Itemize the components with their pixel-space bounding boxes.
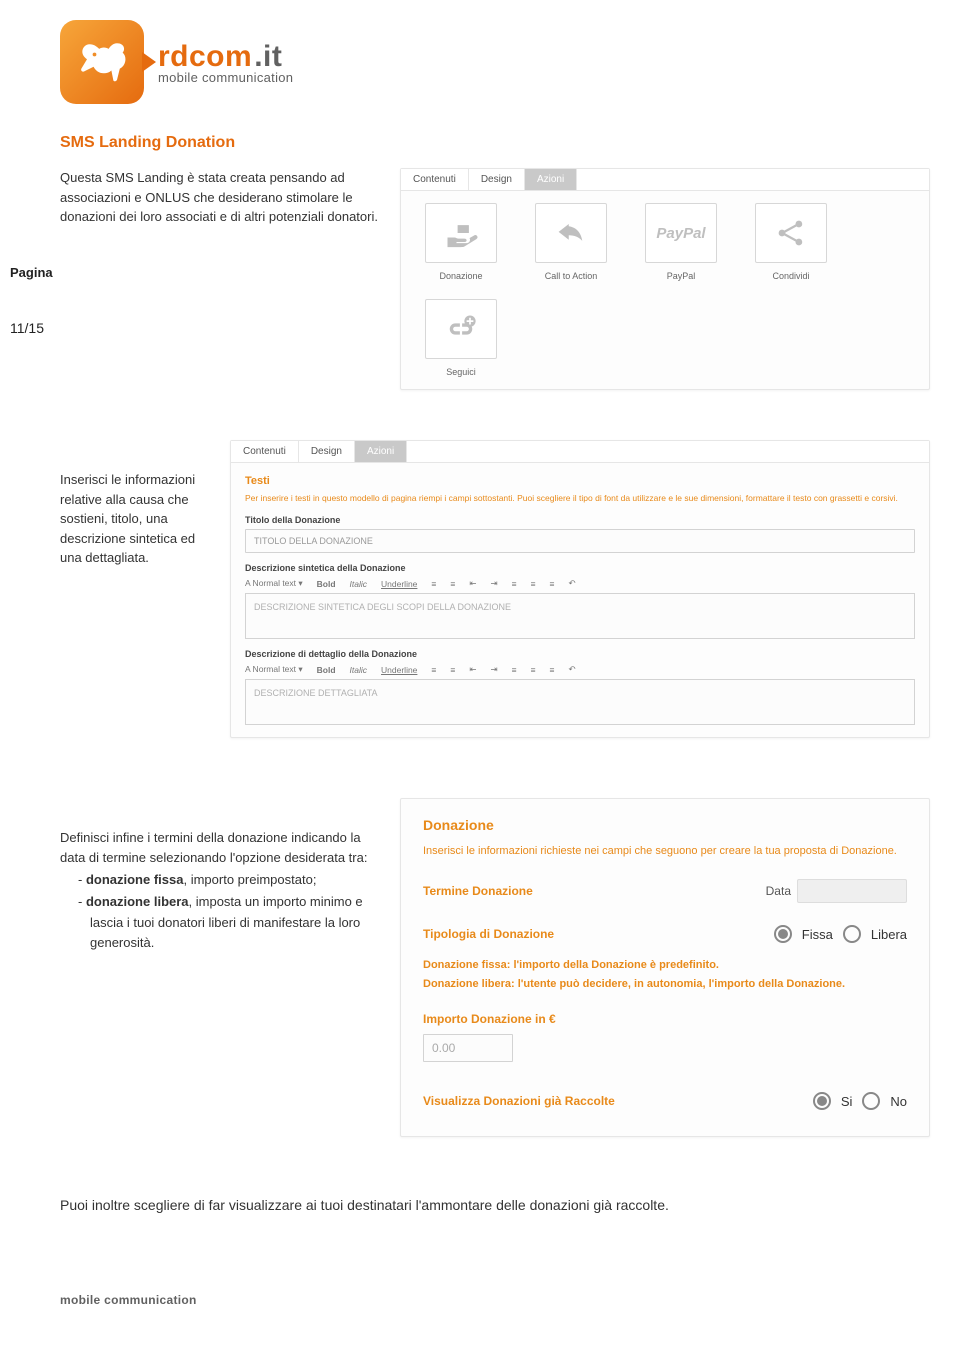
bold-button[interactable]: Bold	[317, 579, 336, 589]
editor-toolbar-2: A Normal text ▾ Bold Italic Underline ≡ …	[245, 664, 915, 675]
date-input[interactable]	[797, 879, 907, 903]
row3-intro: Definisci infine i termini della donazio…	[60, 828, 370, 868]
action-cta[interactable]: Call to Action	[525, 203, 617, 281]
radio-si[interactable]	[813, 1092, 831, 1110]
tab-contenuti[interactable]: Contenuti	[231, 441, 299, 462]
align-right-icon[interactable]: ≡	[550, 665, 555, 675]
tipologia-label: Tipologia di Donazione	[423, 927, 554, 941]
brand-sub: mobile communication	[158, 70, 293, 85]
action-share[interactable]: Condividi	[745, 203, 837, 281]
panel2-tabs: Contenuti Design Azioni	[231, 441, 929, 463]
action-label: Seguici	[446, 367, 476, 377]
si-label: Si	[841, 1094, 853, 1109]
outdent-icon[interactable]: ⇥	[490, 578, 497, 589]
donazione-heading: Donazione	[423, 817, 907, 833]
footer-sub: mobile communication	[60, 1293, 930, 1307]
undo-icon[interactable]: ↶	[569, 664, 576, 675]
indent-icon[interactable]: ⇤	[469, 664, 476, 675]
brand-name-gray: .it	[254, 40, 282, 73]
fissa-label: Fissa	[802, 927, 833, 942]
row3-item-fissa: donazione fissa, importo preimpostato;	[78, 870, 370, 890]
align-left-icon[interactable]: ≡	[512, 579, 517, 589]
editor-toolbar: A Normal text ▾ Bold Italic Underline ≡ …	[245, 578, 915, 589]
tab-azioni[interactable]: Azioni	[355, 441, 407, 462]
desc-dettaglio-textarea[interactable]: DESCRIZIONE DETTAGLIATA	[245, 679, 915, 725]
desc-dettaglio-label: Descrizione di dettaglio della Donazione	[245, 649, 915, 659]
action-label: Condividi	[772, 271, 809, 281]
tab-azioni[interactable]: Azioni	[525, 169, 577, 190]
tab-contenuti[interactable]: Contenuti	[401, 169, 469, 190]
action-label: Call to Action	[545, 271, 598, 281]
note-libera: Donazione libera: l'utente può decidere,…	[423, 976, 907, 993]
desc-sintetica-label: Descrizione sintetica della Donazione	[245, 563, 915, 573]
hand-donation-icon	[425, 203, 497, 263]
list-ol-icon[interactable]: ≡	[431, 665, 436, 675]
share-icon	[755, 203, 827, 263]
libera-label: Libera	[871, 927, 907, 942]
paypal-icon: PayPal	[645, 203, 717, 263]
align-right-icon[interactable]: ≡	[550, 579, 555, 589]
align-left-icon[interactable]: ≡	[512, 665, 517, 675]
bold-button[interactable]: Bold	[317, 665, 336, 675]
align-center-icon[interactable]: ≡	[531, 665, 536, 675]
desc-sintetica-textarea[interactable]: DESCRIZIONE SINTETICA DEGLI SCOPI DELLA …	[245, 593, 915, 639]
logo-block: rdcom.it mobile communication	[60, 20, 930, 104]
row2-text: Inserisci le informazioni relative alla …	[60, 440, 210, 568]
panel-donazione: Donazione Inserisci le informazioni rich…	[400, 798, 930, 1137]
action-label: PayPal	[667, 271, 696, 281]
termine-label: Termine Donazione	[423, 884, 533, 898]
page-label: Pagina	[10, 265, 53, 280]
font-select[interactable]: A Normal text ▾	[245, 578, 303, 589]
action-follow[interactable]: Seguici	[415, 299, 507, 377]
titolo-label: Titolo della Donazione	[245, 515, 915, 525]
reply-arrow-icon	[535, 203, 607, 263]
brand-badge-icon	[60, 20, 144, 104]
brand-text: rdcom.it mobile communication	[158, 40, 293, 85]
section-title: SMS Landing Donation	[60, 134, 930, 152]
italic-button[interactable]: Italic	[350, 665, 367, 675]
intro-text: Questa SMS Landing è stata creata pensan…	[60, 168, 380, 227]
page-number: 11/15	[10, 320, 44, 336]
action-label: Donazione	[439, 271, 482, 281]
list-ul-icon[interactable]: ≡	[450, 579, 455, 589]
bottom-line: Puoi inoltre scegliere di far visualizza…	[60, 1197, 930, 1213]
testi-hint: Per inserire i testi in questo modello d…	[245, 493, 915, 503]
underline-button[interactable]: Underline	[381, 665, 417, 675]
radio-fissa[interactable]	[774, 925, 792, 943]
radio-no[interactable]	[862, 1092, 880, 1110]
radio-libera[interactable]	[843, 925, 861, 943]
importo-label: Importo Donazione in €	[423, 1012, 907, 1026]
titolo-input[interactable]: TITOLO DELLA DONAZIONE	[245, 529, 915, 553]
row3-item-libera: donazione libera, imposta un importo min…	[78, 892, 370, 952]
data-label: Data	[766, 884, 791, 898]
font-select[interactable]: A Normal text ▾	[245, 664, 303, 675]
undo-icon[interactable]: ↶	[569, 578, 576, 589]
brand-name-orange: rdcom	[158, 40, 252, 73]
link-plus-icon	[425, 299, 497, 359]
list-ul-icon[interactable]: ≡	[450, 665, 455, 675]
panel-actions: Contenuti Design Azioni Donazione Call t…	[400, 168, 930, 390]
indent-icon[interactable]: ⇤	[469, 578, 476, 589]
underline-button[interactable]: Underline	[381, 579, 417, 589]
align-center-icon[interactable]: ≡	[531, 579, 536, 589]
importo-input[interactable]: 0.00	[423, 1034, 513, 1062]
tab-design[interactable]: Design	[469, 169, 525, 190]
action-donazione[interactable]: Donazione	[415, 203, 507, 281]
list-ol-icon[interactable]: ≡	[431, 579, 436, 589]
panel-testi: Contenuti Design Azioni Testi Per inseri…	[230, 440, 930, 738]
note-fissa: Donazione fissa: l'importo della Donazio…	[423, 957, 907, 974]
italic-button[interactable]: Italic	[350, 579, 367, 589]
tab-design[interactable]: Design	[299, 441, 355, 462]
testi-heading: Testi	[245, 475, 915, 487]
action-paypal[interactable]: PayPal PayPal	[635, 203, 727, 281]
panel1-tabs: Contenuti Design Azioni	[401, 169, 929, 191]
no-label: No	[890, 1094, 907, 1109]
icon-grid: Donazione Call to Action PayPal PayPal	[415, 203, 915, 377]
outdent-icon[interactable]: ⇥	[490, 664, 497, 675]
visualizza-label: Visualizza Donazioni già Raccolte	[423, 1094, 615, 1108]
donazione-hint: Inserisci le informazioni richieste nei …	[423, 845, 907, 857]
